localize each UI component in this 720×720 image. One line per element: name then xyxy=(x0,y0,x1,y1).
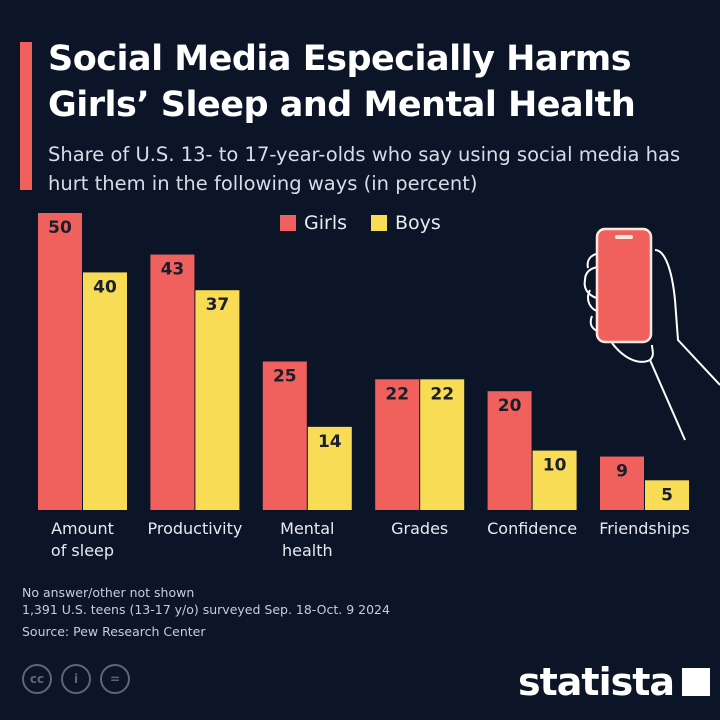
bar-girls xyxy=(375,379,420,510)
legend-label: Girls xyxy=(304,212,347,234)
category-label: Mental xyxy=(280,519,334,538)
legend-item-girls: Girls xyxy=(280,212,347,234)
legend-label: Boys xyxy=(395,212,441,234)
legend-swatch-boys xyxy=(371,215,387,231)
data-label: 40 xyxy=(93,277,117,297)
bar-boys xyxy=(532,450,577,510)
legend-swatch-girls xyxy=(280,215,296,231)
category-label: Productivity xyxy=(147,519,242,538)
bar-girls xyxy=(600,456,644,510)
legend: Girls Boys xyxy=(280,212,441,234)
bar-girls xyxy=(38,213,82,510)
nd-equals-icon[interactable]: = xyxy=(100,664,130,694)
bar-boys xyxy=(195,290,240,510)
category-label: Friendships xyxy=(599,519,690,538)
statista-mark-icon xyxy=(682,668,711,696)
data-label: 25 xyxy=(273,367,297,387)
category-label: of sleep xyxy=(51,541,114,560)
data-label: 22 xyxy=(430,384,454,404)
note-2: 1,391 U.S. teens (13-17 y/o) surveyed Se… xyxy=(22,602,390,617)
bar-girls xyxy=(487,391,532,510)
license-icons: cc i = xyxy=(22,664,130,694)
cc-icon[interactable]: cc xyxy=(22,664,52,694)
category-label: health xyxy=(282,541,333,560)
bar-boys xyxy=(307,426,352,510)
category-label: Confidence xyxy=(487,519,577,538)
bar-girls xyxy=(262,361,307,510)
source: Source: Pew Research Center xyxy=(22,624,206,639)
bar-boys xyxy=(645,480,689,510)
bar-boys xyxy=(83,272,127,510)
bar-chart: 50 40 Amount of sleep 43 37 Productivity 25 14 Me… xyxy=(38,213,720,560)
data-label: 14 xyxy=(318,432,342,452)
data-label: 9 xyxy=(616,462,628,482)
data-label: 37 xyxy=(206,295,230,315)
footnotes: No answer/other not shown 1,391 U.S. teen… xyxy=(22,584,390,618)
category-label: Amount xyxy=(51,519,114,538)
data-label: 5 xyxy=(661,485,673,505)
phone-hand-illustration xyxy=(583,227,720,441)
bar-boys xyxy=(420,379,465,510)
data-label: 20 xyxy=(498,396,522,416)
legend-item-boys: Boys xyxy=(371,212,441,234)
bar-girls xyxy=(150,254,195,510)
category-label: Grades xyxy=(391,519,448,538)
statista-logo[interactable]: statista xyxy=(518,660,711,704)
data-label: 10 xyxy=(543,456,567,476)
data-label: 43 xyxy=(161,260,185,280)
chart-title: Social Media Especially Harms Girls’ Sle… xyxy=(48,39,636,125)
title-accent-bar xyxy=(20,42,32,190)
note-1: No answer/other not shown xyxy=(22,585,195,600)
chart-subtitle: Share of U.S. 13- to 17-year-olds who sa… xyxy=(48,143,681,195)
data-label: 22 xyxy=(385,384,409,404)
phone-icon xyxy=(595,227,653,344)
by-person-icon[interactable]: i xyxy=(61,664,91,694)
data-label: 50 xyxy=(48,218,72,238)
